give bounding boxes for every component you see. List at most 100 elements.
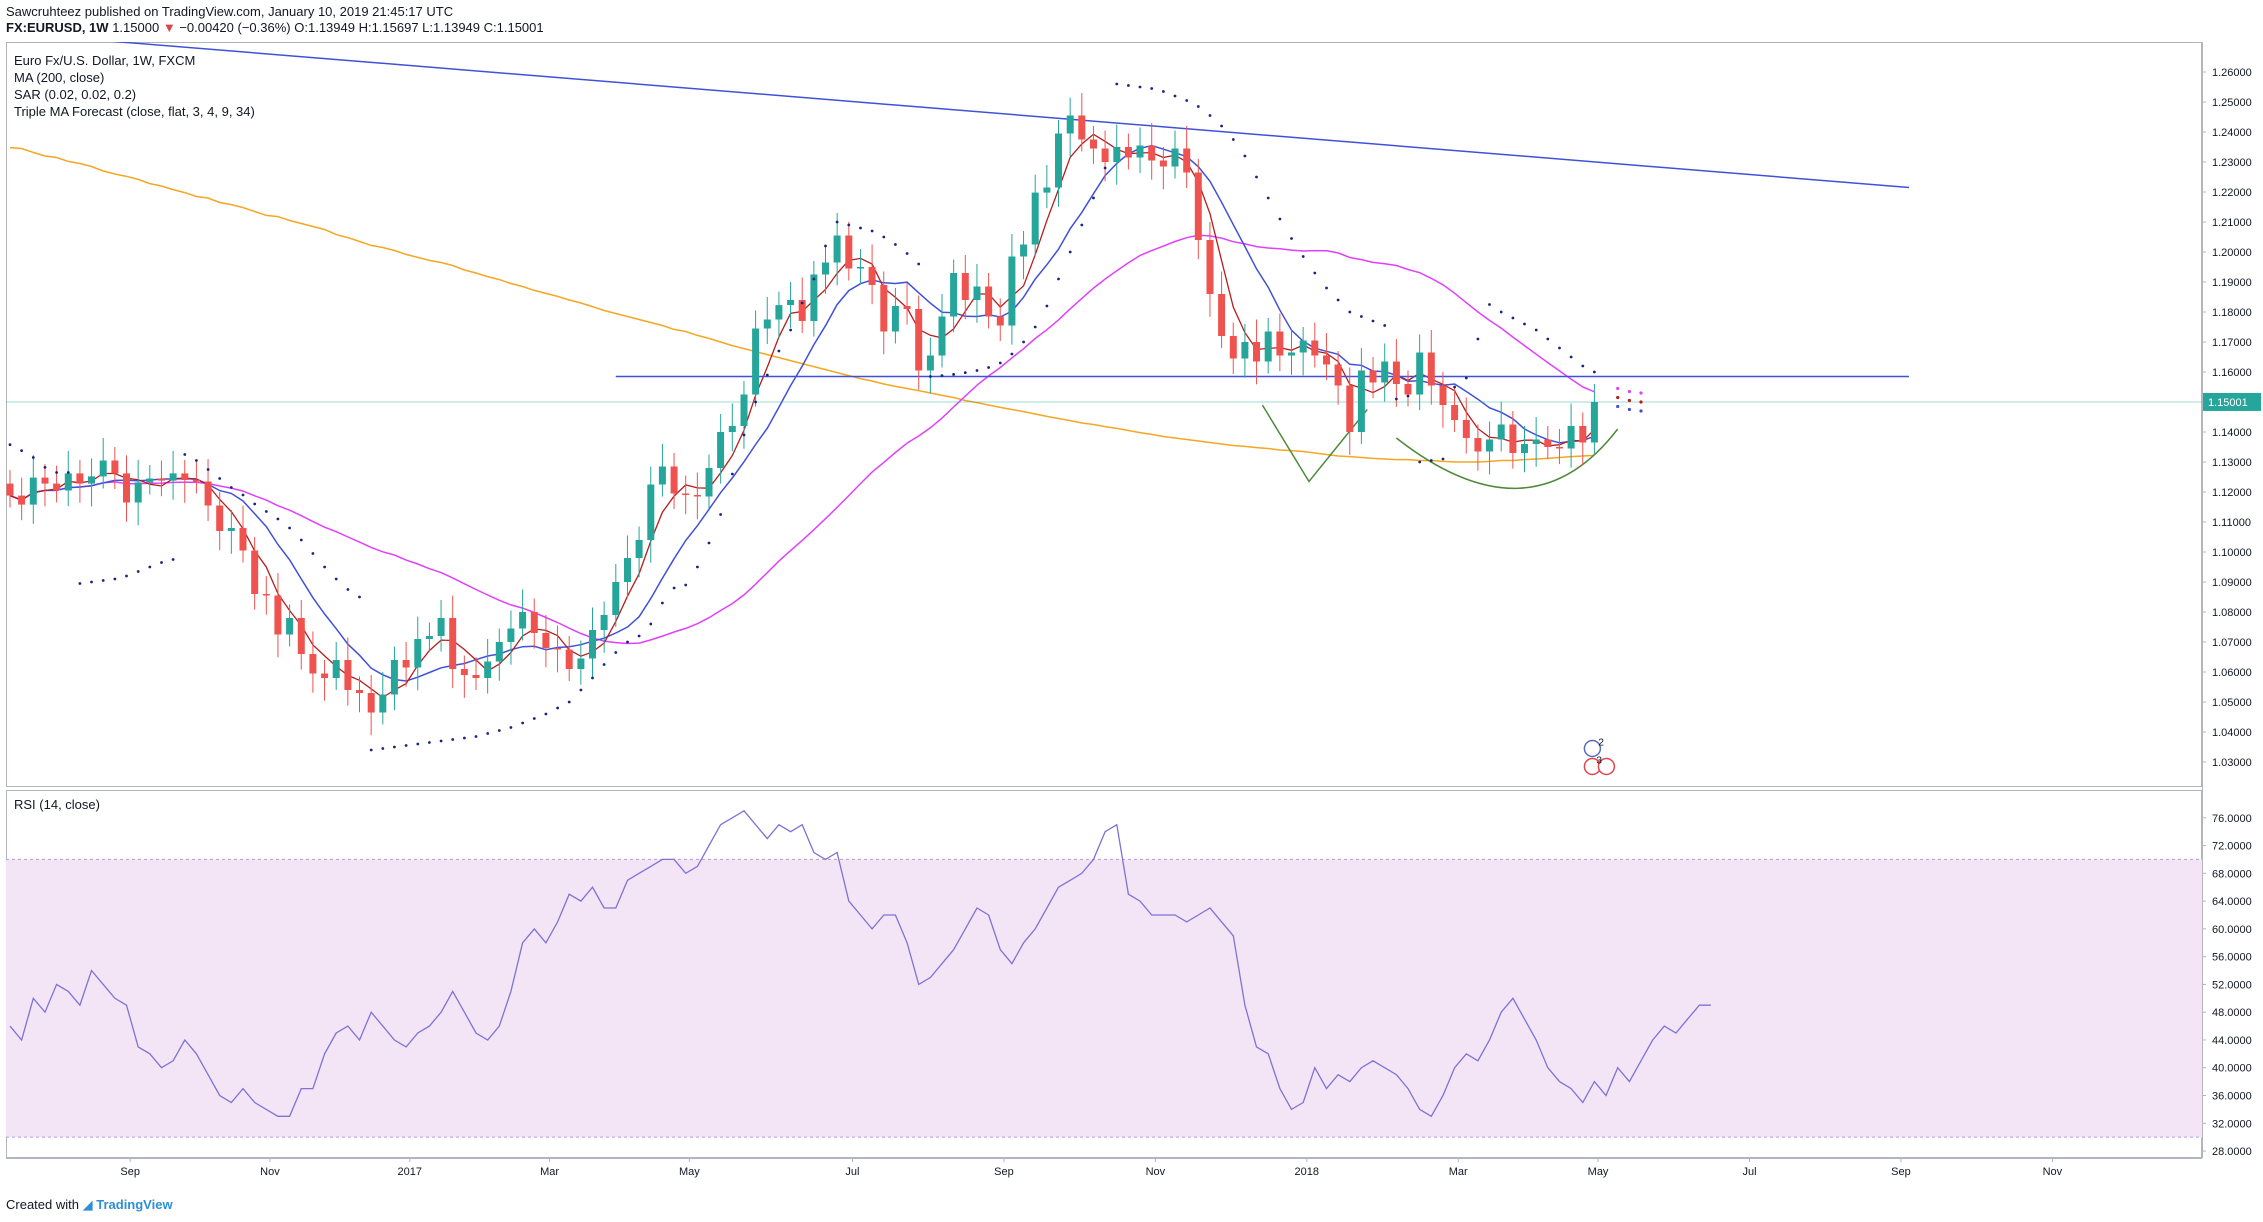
sar-dot — [591, 676, 594, 680]
sar-dot — [637, 634, 641, 638]
price-tick-label: 1.17000 — [2212, 337, 2252, 349]
time-tick-label: Sep — [994, 1166, 1014, 1178]
candle-down — [682, 493, 690, 495]
sar-dot — [1546, 337, 1550, 341]
legend-triple-ma[interactable]: Triple MA Forecast (close, flat, 3, 4, 9… — [14, 104, 255, 119]
legend-sar[interactable]: SAR (0.02, 0.02, 0.2) — [14, 87, 137, 102]
sar-dot — [696, 565, 699, 569]
candle-down — [251, 550, 259, 594]
candle-down — [798, 300, 806, 321]
sar-dot — [43, 466, 47, 469]
candle-up — [519, 612, 527, 629]
price-tick-label: 1.18000 — [2212, 307, 2252, 319]
candle-up — [1020, 244, 1028, 257]
tradingview-logo-icon: ◢ — [82, 1197, 93, 1212]
ma34-line — [9, 234, 1595, 645]
sar-dot — [835, 220, 839, 224]
candle-up — [1532, 439, 1540, 444]
rsi-tick-label: 60.0000 — [2212, 924, 2252, 936]
rsi-tick-label: 36.0000 — [2212, 1091, 2252, 1103]
sar-dot — [31, 456, 35, 459]
footer-created: Created with — [6, 1197, 79, 1212]
v-pattern-drawing — [1261, 404, 1368, 483]
rsi-legend: RSI (14, close) — [14, 796, 100, 813]
candle-down — [1474, 438, 1482, 452]
sar-dot — [1453, 385, 1456, 389]
sar-dot — [672, 586, 676, 590]
candle-down — [1253, 342, 1260, 362]
candle-down — [1323, 355, 1330, 365]
forecast-dot — [1616, 404, 1620, 409]
price-change: −0.00420 (−0.36%) — [179, 20, 291, 35]
time-tick-label: Nov — [2043, 1166, 2063, 1178]
rsi-line — [9, 809, 1711, 1118]
candle-down — [274, 595, 282, 635]
legend-rsi[interactable]: RSI (14, close) — [14, 797, 100, 812]
forecast-dot — [1639, 409, 1643, 413]
sar-dot — [1290, 237, 1293, 240]
sar-dot — [812, 277, 816, 281]
price-pane[interactable] — [6, 42, 2202, 787]
candle-down — [880, 285, 888, 332]
candle-up — [227, 528, 235, 531]
sar-dot — [1581, 364, 1585, 368]
price-tick-label: 1.12000 — [2212, 487, 2252, 499]
sar-dot — [8, 443, 12, 446]
price-tick-label: 1.08000 — [2212, 607, 2252, 619]
sar-dot — [20, 449, 23, 452]
candle-down — [1579, 426, 1587, 443]
legend-ma[interactable]: MA (200, close) — [14, 70, 105, 85]
candle-down — [262, 594, 270, 596]
time-tick-label: May — [679, 1166, 700, 1178]
candle-down — [76, 473, 84, 484]
candle-up — [484, 661, 492, 678]
candle-up — [1299, 340, 1307, 353]
price-axis[interactable] — [2202, 42, 2263, 1158]
sar-dot — [1558, 346, 1561, 350]
sar-dot — [1511, 316, 1515, 320]
sar-dot — [579, 688, 583, 692]
sar-dot — [1092, 196, 1095, 200]
rsi-band — [6, 859, 2202, 1138]
candle-down — [111, 460, 119, 474]
candle-up — [1497, 424, 1505, 440]
sar-dot — [55, 471, 58, 474]
price-tick-label: 1.04000 — [2212, 727, 2252, 739]
candle-up — [286, 618, 294, 635]
candle-down — [554, 648, 562, 650]
candle-up — [857, 267, 864, 269]
candle-up — [705, 468, 713, 497]
sar-dot — [241, 493, 245, 497]
rsi-tick-label: 76.0000 — [2212, 813, 2252, 825]
forecast-dot — [1627, 407, 1631, 412]
sar-dot — [1196, 105, 1200, 108]
sar-dot — [614, 651, 618, 654]
sar-dot — [521, 721, 524, 725]
sar-dot — [253, 502, 257, 506]
time-tick-label: May — [1588, 1166, 1609, 1178]
candle-up — [1381, 361, 1389, 383]
sar-dot — [929, 375, 932, 378]
time-axis[interactable] — [6, 1158, 2202, 1182]
candle-up — [414, 639, 422, 668]
candle-up — [169, 473, 177, 481]
candle-down — [1159, 160, 1167, 167]
sar-dot — [765, 373, 769, 377]
candle-down — [996, 316, 1004, 326]
sar-dot — [602, 663, 606, 666]
sar-dot — [707, 541, 711, 545]
sar-dot — [730, 472, 734, 476]
footer-brand[interactable]: TradingView — [96, 1197, 173, 1212]
legend-title: Euro Fx/U.S. Dollar, 1W, FXCM — [14, 53, 196, 68]
sar-dot — [1045, 304, 1049, 308]
sar-dot — [626, 640, 629, 644]
price-tick-label: 1.14000 — [2212, 427, 2252, 439]
candle-up — [589, 630, 596, 659]
candle-down — [868, 267, 876, 285]
time-tick-label: Nov — [1146, 1166, 1166, 1178]
sar-dot — [1173, 94, 1177, 98]
candle-up — [64, 473, 72, 491]
sar-dot — [1010, 352, 1014, 356]
sar-dot — [1255, 175, 1258, 179]
